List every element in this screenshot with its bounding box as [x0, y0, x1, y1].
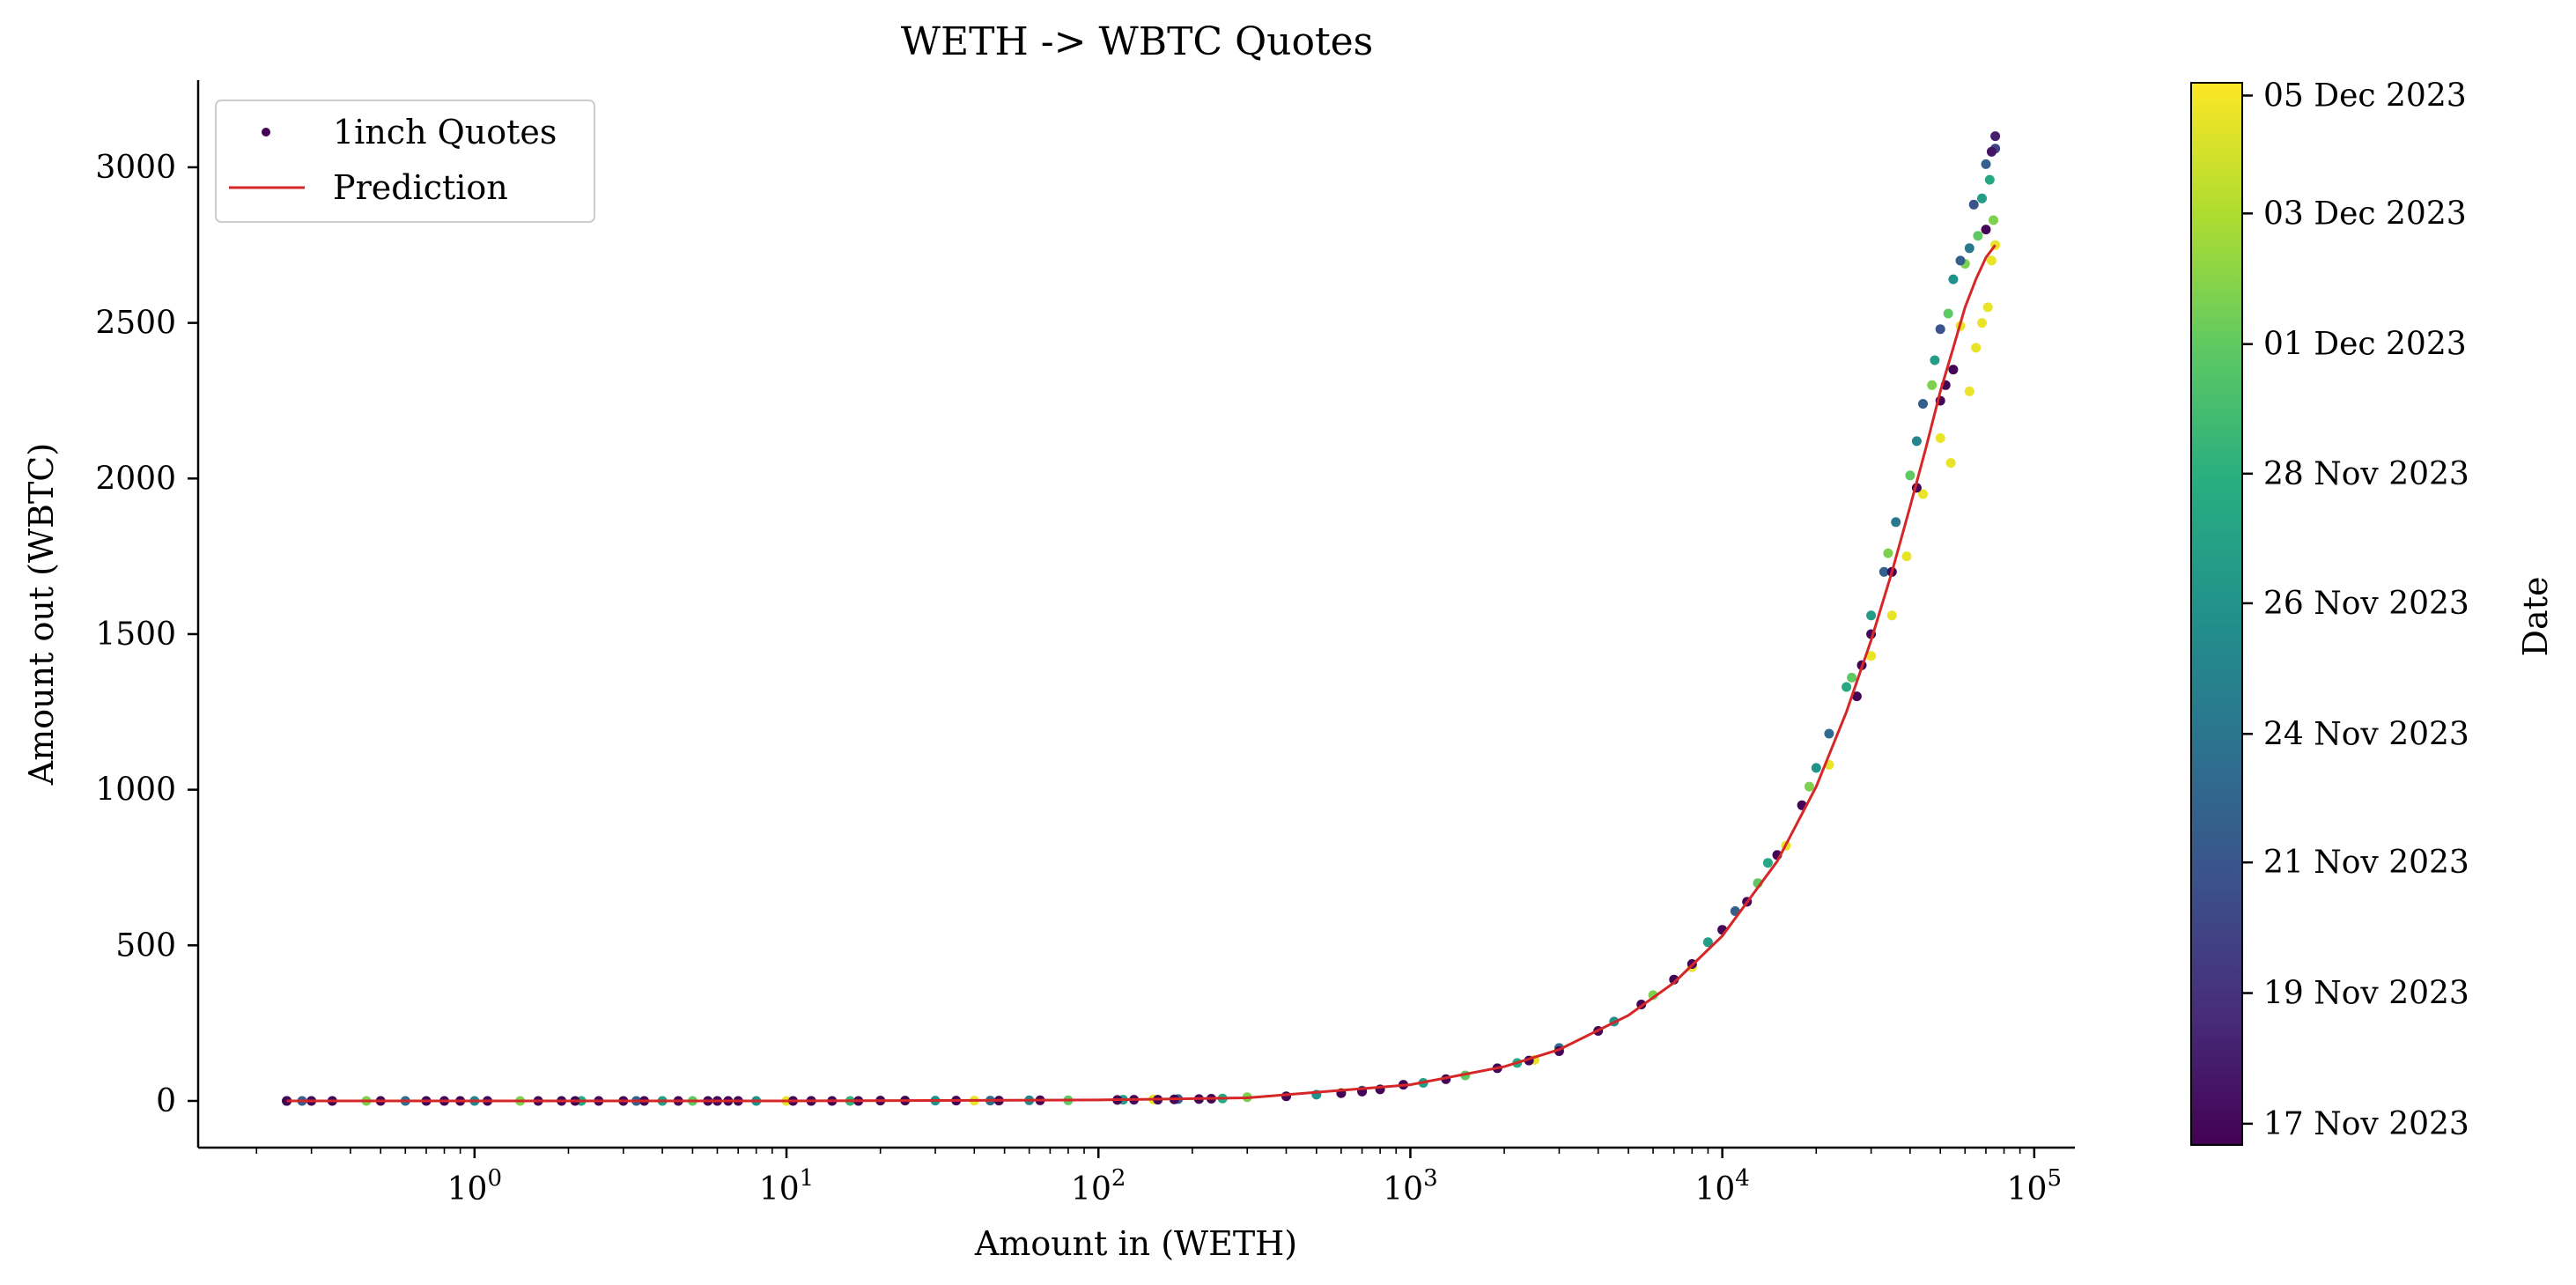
y-tick-label: 500 — [115, 927, 176, 964]
data-point — [1905, 470, 1915, 481]
y-axis-ticks: 0 500 1000 1500 2000 2500 3000 — [95, 150, 198, 1119]
data-point — [1955, 255, 1966, 266]
y-tick-label: 1000 — [95, 772, 176, 809]
data-point — [1973, 231, 1983, 241]
colorbar-tick-label: 26 Nov 2023 — [2263, 586, 2469, 622]
colorbar-tick-label: 03 Dec 2023 — [2263, 196, 2467, 232]
data-point — [1943, 308, 1953, 319]
x-axis-label: Amount in (WETH) — [974, 1224, 1297, 1263]
data-point — [1911, 436, 1922, 447]
legend: 1inch Quotes Prediction — [215, 100, 595, 223]
data-point — [1866, 651, 1877, 661]
data-point — [1971, 343, 1982, 353]
y-tick-label: 0 — [156, 1083, 176, 1119]
data-point — [1948, 365, 1959, 375]
colorbar-label: Date — [2516, 577, 2555, 657]
data-point — [1990, 131, 2001, 142]
data-point — [1935, 324, 1945, 335]
y-tick-label: 3000 — [95, 150, 176, 186]
data-point — [1927, 380, 1938, 390]
colorbar-tick-label: 05 Dec 2023 — [2263, 78, 2467, 114]
x-tick-label: 105 — [2007, 1165, 2062, 1207]
data-point — [1930, 355, 1940, 366]
data-point — [1977, 318, 1987, 329]
data-point — [1842, 682, 1852, 692]
data-point — [1964, 243, 1974, 254]
y-axis-label: Amount out (WBTC) — [22, 443, 61, 786]
x-axis-ticks: 100 101 102 103 104 105 — [255, 1148, 2062, 1207]
data-point — [1648, 990, 1658, 1001]
colorbar-tick-label: 17 Nov 2023 — [2263, 1106, 2469, 1142]
data-point — [1883, 548, 1893, 558]
data-point — [1968, 199, 1979, 210]
colorbar-tick-label: 01 Dec 2023 — [2263, 327, 2467, 363]
legend-marker-quotes — [262, 128, 270, 137]
data-point — [1804, 781, 1814, 792]
data-point — [1981, 225, 1991, 235]
data-point — [1851, 691, 1862, 702]
data-point — [1824, 728, 1834, 739]
colorbar-tick-label: 28 Nov 2023 — [2263, 456, 2469, 492]
prediction-line — [286, 244, 1997, 1103]
y-tick-label: 1500 — [95, 617, 176, 653]
data-point — [1878, 566, 1889, 577]
data-point — [1986, 255, 1997, 266]
data-point — [1866, 610, 1877, 621]
data-point — [1984, 174, 1995, 185]
y-tick-label: 2000 — [95, 461, 176, 497]
x-tick-label: 101 — [759, 1165, 814, 1207]
data-point — [1935, 432, 1945, 443]
x-tick-label: 100 — [447, 1165, 502, 1207]
data-point — [1986, 146, 1997, 157]
colorbar-tick-label: 24 Nov 2023 — [2263, 716, 2469, 752]
y-tick-label: 2500 — [95, 306, 176, 342]
data-point — [1762, 858, 1773, 868]
data-point — [1982, 302, 1993, 313]
data-point — [1945, 458, 1956, 469]
data-point — [1977, 193, 1987, 203]
colorbar-gradient — [2190, 82, 2243, 1146]
data-point — [1702, 937, 1713, 948]
x-tick-label: 104 — [1694, 1165, 1749, 1207]
scatter-points — [282, 131, 2001, 1106]
colorbar: 17 Nov 2023 19 Nov 2023 21 Nov 2023 24 Nov … — [2190, 78, 2555, 1146]
data-point — [1989, 215, 1998, 225]
x-tick-label: 103 — [1383, 1165, 1437, 1207]
data-point — [1964, 386, 1974, 396]
data-point — [1981, 159, 1991, 169]
chart-title: WETH -> WBTC Quotes — [901, 19, 1374, 64]
data-point — [1918, 489, 1928, 499]
colorbar-tick-label: 19 Nov 2023 — [2263, 976, 2469, 1012]
data-point — [1886, 610, 1897, 621]
legend-label-quotes: 1inch Quotes — [333, 113, 557, 151]
colorbar-tick-label: 21 Nov 2023 — [2263, 845, 2469, 881]
legend-label-prediction: Prediction — [333, 168, 508, 207]
data-point — [1811, 763, 1821, 773]
legend-box — [215, 100, 595, 223]
data-point — [1891, 517, 1901, 528]
data-point — [1948, 274, 1959, 284]
data-point — [1847, 672, 1857, 683]
x-tick-label: 102 — [1071, 1165, 1126, 1207]
data-point — [1901, 551, 1912, 562]
colorbar-ticks: 17 Nov 2023 19 Nov 2023 21 Nov 2023 24 Nov … — [2242, 78, 2469, 1142]
data-point — [1918, 399, 1928, 409]
